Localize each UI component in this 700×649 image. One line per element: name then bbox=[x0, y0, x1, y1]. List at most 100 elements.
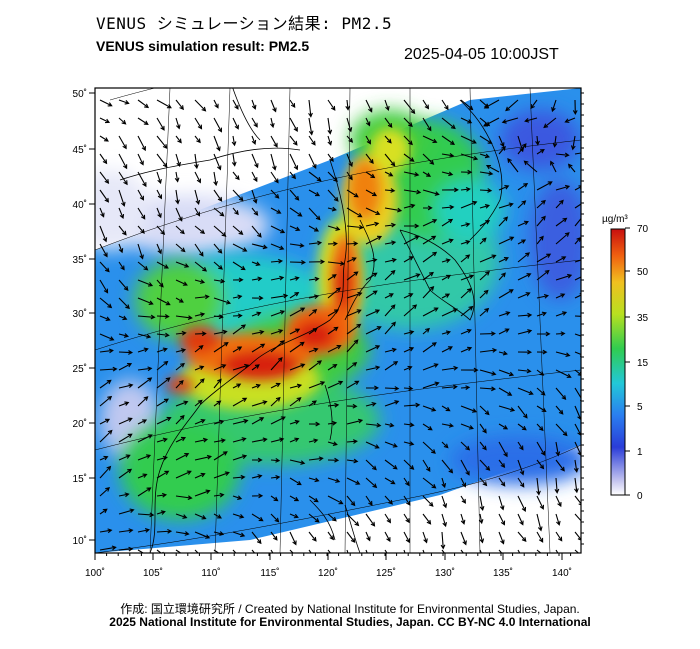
wind-arrow bbox=[460, 222, 471, 228]
wind-arrow bbox=[232, 495, 243, 500]
colorbar-label: 0 bbox=[637, 491, 643, 502]
wind-arrow bbox=[137, 314, 156, 320]
wind-arrow bbox=[479, 386, 497, 392]
wind-arrow bbox=[574, 549, 580, 553]
wind-arrow bbox=[156, 117, 165, 131]
colorbar-label: 50 bbox=[637, 267, 649, 278]
wind-arrow bbox=[460, 117, 473, 124]
wind-arrow bbox=[270, 474, 281, 480]
axis-tick-labels: 100˚ 105˚ 110˚ 115˚ 120˚ 125˚ 130˚ 135˚ 140˚ 50˚ 4… bbox=[73, 88, 572, 579]
wind-arrow bbox=[327, 380, 344, 389]
wind-arrow bbox=[551, 99, 557, 113]
colorbar-labels: 70 50 35 15 5 1 0 bbox=[625, 224, 649, 502]
wind-arrow bbox=[194, 117, 203, 130]
wind-arrow bbox=[118, 333, 130, 338]
wind-arrow bbox=[289, 549, 297, 553]
wind-arrow bbox=[460, 186, 471, 192]
wind-arrow bbox=[175, 379, 184, 389]
wind-arrow bbox=[118, 350, 134, 355]
wind-arrow bbox=[460, 153, 479, 161]
wind-arrow bbox=[517, 423, 527, 431]
wind-arrow bbox=[194, 331, 207, 337]
wind-arrow bbox=[156, 297, 171, 306]
wind-arrow bbox=[270, 171, 279, 184]
lon-tick-label: 100˚ bbox=[85, 567, 105, 579]
wind-arrow bbox=[289, 397, 302, 407]
wind-arrow bbox=[346, 339, 359, 353]
wind-arrow bbox=[422, 99, 430, 110]
wind-arrow bbox=[270, 495, 279, 502]
timestamp: 2025-04-05 10:00JST bbox=[404, 46, 559, 63]
wind-arrow bbox=[460, 441, 471, 451]
wind-arrow bbox=[137, 366, 153, 372]
wind-arrow bbox=[308, 135, 316, 146]
wind-arrow bbox=[523, 160, 538, 173]
wind-arrow bbox=[99, 297, 113, 309]
wind-arrow bbox=[118, 417, 133, 425]
wind-arrow bbox=[99, 486, 111, 497]
wind-arrow bbox=[232, 189, 244, 202]
wind-arrow bbox=[327, 274, 337, 281]
wind-arrow bbox=[194, 189, 201, 206]
wind-arrow bbox=[156, 470, 170, 479]
wind-arrow bbox=[137, 434, 153, 443]
wind-arrow bbox=[194, 378, 205, 389]
wind-arrow bbox=[460, 169, 473, 175]
wind-arrow bbox=[555, 331, 566, 337]
wind-arrow bbox=[270, 396, 281, 407]
wind-arrow bbox=[175, 549, 182, 553]
wind-arrow bbox=[175, 362, 185, 371]
wind-arrow bbox=[346, 207, 363, 218]
wind-arrow bbox=[99, 99, 113, 107]
wind-arrow bbox=[536, 423, 544, 432]
wind-arrow bbox=[251, 153, 259, 169]
wind-arrow bbox=[365, 385, 379, 391]
wind-arrow bbox=[536, 477, 541, 496]
wind-arrow bbox=[137, 512, 155, 518]
wind-arrow bbox=[403, 99, 416, 115]
wind-arrow bbox=[327, 363, 338, 371]
wind-arrow bbox=[564, 117, 576, 123]
wind-arrow bbox=[137, 135, 146, 152]
wind-arrow bbox=[289, 307, 306, 317]
wind-arrow bbox=[555, 495, 562, 508]
wind-arrow bbox=[232, 243, 248, 252]
wind-arrow bbox=[365, 117, 371, 127]
wind-arrow bbox=[327, 117, 333, 135]
wind-arrow bbox=[270, 416, 286, 425]
wind-arrow bbox=[99, 379, 112, 389]
wind-arrow bbox=[289, 189, 300, 201]
wind-arrow bbox=[478, 513, 484, 525]
wind-arrow bbox=[156, 279, 164, 288]
wind-arrow bbox=[194, 135, 201, 144]
wind-arrow bbox=[289, 383, 303, 389]
wind-arrow bbox=[403, 273, 421, 281]
wind-arrow bbox=[384, 99, 390, 112]
wind-arrow bbox=[213, 135, 221, 152]
wind-arrow bbox=[498, 387, 513, 396]
wind-arrow bbox=[365, 495, 373, 506]
wind-arrow bbox=[384, 257, 397, 263]
wind-arrow bbox=[232, 418, 249, 425]
wind-arrow bbox=[403, 402, 421, 408]
wind-arrow bbox=[441, 293, 451, 299]
wind-arrow bbox=[422, 342, 437, 353]
wind-arrow bbox=[232, 117, 239, 130]
wind-arrow bbox=[308, 381, 326, 389]
wind-arrow bbox=[346, 380, 360, 389]
wind-arrow bbox=[346, 439, 358, 444]
wind-arrow bbox=[194, 225, 206, 234]
wind-arrow bbox=[251, 549, 258, 553]
wind-arrow bbox=[251, 474, 263, 479]
wind-arrow bbox=[232, 324, 246, 335]
wind-arrow bbox=[175, 453, 190, 461]
wind-arrow bbox=[384, 269, 396, 281]
wind-arrow bbox=[251, 493, 264, 499]
wind-arrow bbox=[403, 223, 420, 229]
wind-arrow bbox=[498, 477, 506, 487]
wind-arrow bbox=[479, 348, 498, 353]
wind-arrow bbox=[536, 531, 544, 543]
wind-arrow bbox=[498, 405, 516, 412]
wind-arrow bbox=[99, 418, 111, 425]
wind-arrow bbox=[365, 401, 377, 407]
